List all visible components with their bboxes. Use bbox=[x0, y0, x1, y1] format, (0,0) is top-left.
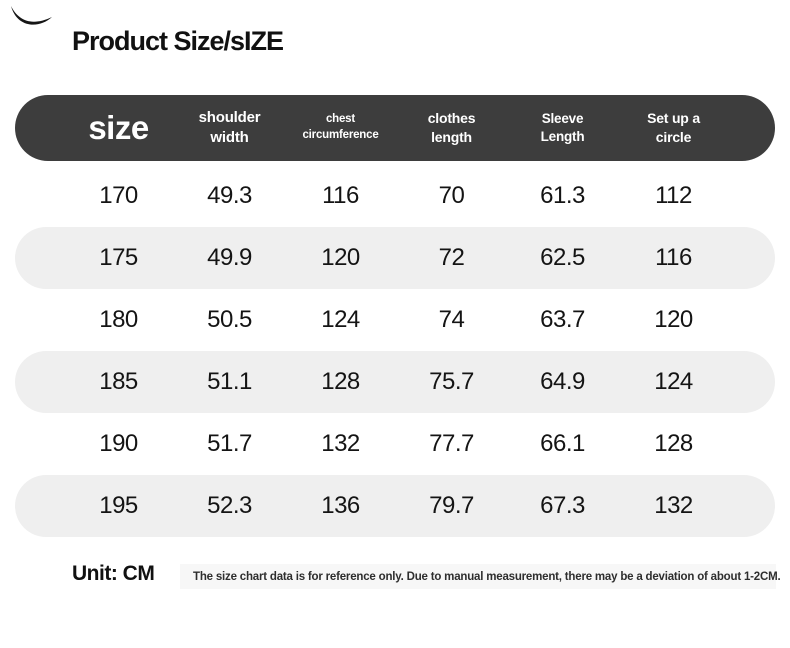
size-cell: 190 bbox=[99, 430, 138, 457]
size-column-header: size bbox=[88, 109, 149, 146]
unit-label: Unit: CM bbox=[72, 562, 155, 585]
value-cell: 51.7 bbox=[207, 430, 252, 457]
table-row: 175 49.9 120 72 62.5 116 bbox=[15, 227, 775, 289]
value-cell: 128 bbox=[654, 430, 693, 457]
value-cell: 112 bbox=[655, 182, 692, 209]
disclaimer-text: The size chart data is for reference onl… bbox=[193, 570, 781, 583]
size-cell: 180 bbox=[99, 306, 138, 333]
size-chart-table: size shoulder width chest circumference … bbox=[15, 95, 775, 537]
table-row: 195 52.3 136 79.7 67.3 132 bbox=[15, 475, 775, 537]
set-up-a-circle-column-header: Set up a circle bbox=[647, 110, 700, 145]
table-row: 180 50.5 124 74 63.7 120 bbox=[15, 289, 775, 351]
value-cell: 66.1 bbox=[540, 430, 585, 457]
value-cell: 120 bbox=[321, 244, 360, 271]
value-cell: 116 bbox=[322, 182, 359, 209]
value-cell: 49.9 bbox=[207, 244, 252, 271]
value-cell: 62.5 bbox=[540, 244, 585, 271]
size-cell: 175 bbox=[99, 244, 138, 271]
shoulder-width-column-header: shoulder width bbox=[198, 108, 261, 146]
value-cell: 51.1 bbox=[207, 368, 252, 395]
value-cell: 63.7 bbox=[540, 306, 585, 333]
corner-swoosh-icon bbox=[9, 4, 53, 30]
value-cell: 67.3 bbox=[540, 492, 585, 519]
size-cell: 195 bbox=[99, 492, 138, 519]
value-cell: 61.3 bbox=[540, 182, 585, 209]
value-cell: 136 bbox=[321, 492, 360, 519]
value-cell: 124 bbox=[321, 306, 360, 333]
value-cell: 49.3 bbox=[207, 182, 252, 209]
table-row: 190 51.7 132 77.7 66.1 128 bbox=[15, 413, 775, 475]
disclaimer-band: The size chart data is for reference onl… bbox=[180, 564, 781, 589]
value-cell: 50.5 bbox=[207, 306, 252, 333]
value-cell: 52.3 bbox=[207, 492, 252, 519]
table-header-row: size shoulder width chest circumference … bbox=[15, 95, 775, 161]
table-row: 185 51.1 128 75.7 64.9 124 bbox=[15, 351, 775, 413]
value-cell: 77.7 bbox=[429, 430, 474, 457]
chest-circumference-column-header: chest circumference bbox=[302, 113, 379, 141]
value-cell: 70 bbox=[438, 182, 465, 209]
value-cell: 74 bbox=[438, 306, 465, 333]
table-body: 170 49.3 116 70 61.3 112 175 49.9 120 72 62.5 116 18… bbox=[15, 165, 775, 537]
value-cell: 64.9 bbox=[540, 368, 585, 395]
value-cell: 124 bbox=[654, 368, 693, 395]
value-cell: 132 bbox=[654, 492, 693, 519]
value-cell: 116 bbox=[655, 244, 692, 271]
value-cell: 72 bbox=[438, 244, 465, 271]
clothes-length-column-header: clothes length bbox=[427, 110, 476, 145]
size-cell: 170 bbox=[99, 182, 138, 209]
sleeve-length-column-header: Sleeve Length bbox=[540, 110, 585, 144]
value-cell: 128 bbox=[321, 368, 360, 395]
value-cell: 120 bbox=[654, 306, 693, 333]
page-title: Product Size/sIZE bbox=[72, 26, 284, 56]
footer: Unit: CM The size chart data is for refe… bbox=[0, 560, 790, 594]
size-cell: 185 bbox=[99, 368, 138, 395]
table-row: 170 49.3 116 70 61.3 112 bbox=[15, 165, 775, 227]
value-cell: 132 bbox=[321, 430, 360, 457]
value-cell: 75.7 bbox=[429, 368, 474, 395]
value-cell: 79.7 bbox=[429, 492, 474, 519]
